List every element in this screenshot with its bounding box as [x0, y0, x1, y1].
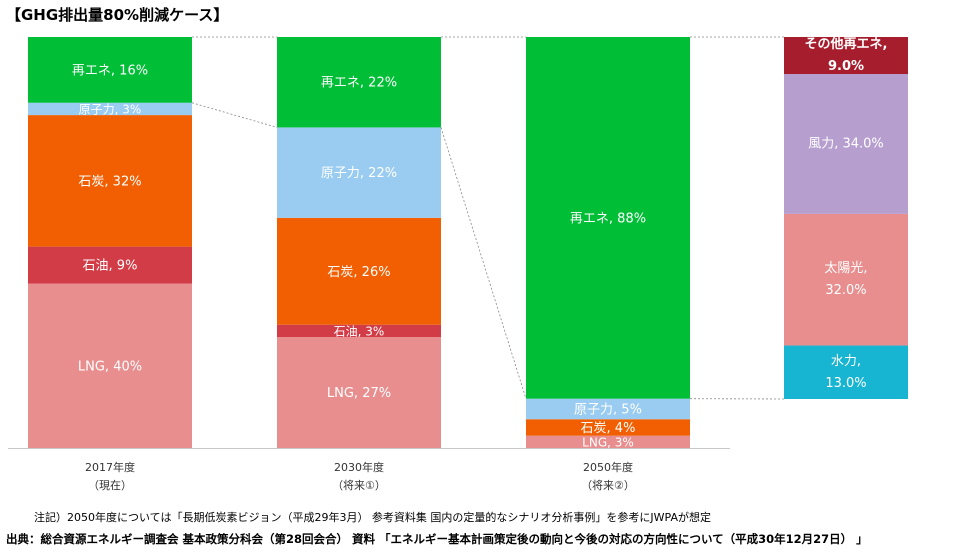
bar-segment-label: 原子力, 22% [321, 166, 397, 181]
bar-segment-label: LNG, 27% [327, 386, 391, 401]
bar-segment-label: 石炭, 26% [327, 265, 390, 280]
bar-segment-label: 再エネ, 22% [321, 76, 397, 91]
breakdown-label: 太陽光, [824, 261, 867, 276]
bar-segment-1-4 [28, 102, 192, 116]
x-tick-label: （現在） [88, 479, 132, 492]
x-tick-label: （将来①） [332, 479, 386, 492]
breakdown-segment-1 [784, 345, 908, 399]
bar-segment-1-2 [28, 246, 192, 284]
breakdown-value: 9.0% [828, 59, 864, 74]
bar-segment-1-5 [28, 37, 192, 103]
connector-line [440, 127, 527, 399]
bar-segment-1-3 [28, 115, 192, 247]
bar-segment-3-3 [526, 398, 690, 420]
bar-segment-label: 再エネ, 16% [72, 63, 148, 78]
breakdown-segment-3 [784, 74, 908, 214]
bar-segment-2-1 [277, 337, 441, 448]
footnote: 注記）2050年度については「長期低炭素ビジョン（平成29年3月） 参考資料集 … [34, 511, 712, 524]
chart-title: 【GHG排出量80%削減ケース】 [6, 6, 229, 24]
bar-segment-2-4 [277, 127, 441, 218]
breakdown-label: 水力, [831, 354, 861, 369]
bar-segment-2-5 [277, 37, 441, 128]
bar-segment-label: 再エネ, 88% [570, 211, 646, 226]
bar-segment-2-3 [277, 217, 441, 325]
bar-segment-3-2 [526, 419, 690, 436]
bar-segment-label: 石炭, 4% [581, 421, 636, 436]
bar-segment-3-4 [526, 37, 690, 399]
bar-segment-1-1 [28, 283, 192, 448]
x-tick-label: 2050年度 [583, 460, 633, 474]
breakdown-segment-2 [784, 213, 908, 346]
x-tick-label: 2017年度 [85, 460, 135, 474]
bar-segment-label: 石油, 3% [334, 324, 385, 338]
bar-segment-label: 原子力, 3% [79, 102, 142, 116]
bar-segment-label: 原子力, 5% [574, 402, 642, 417]
breakdown-segment-4 [784, 37, 908, 75]
bar-segment-label: LNG, 3% [582, 435, 634, 449]
bar-segment-label: LNG, 40% [78, 359, 142, 374]
connector-line [191, 102, 278, 128]
x-tick-label: （将来②） [581, 479, 635, 492]
breakdown-value: 13.0% [825, 376, 866, 391]
bar-segment-3-1 [526, 435, 690, 448]
bar-segment-label: 石油, 9% [83, 259, 138, 274]
breakdown-label: 風力, 34.0% [808, 136, 884, 151]
breakdown-label: その他再エネ, [805, 36, 888, 52]
source-citation: 出典：総合資源エネルギー調査会 基本政策分科会（第28回会合） 資料 「エネルギ… [6, 532, 868, 546]
x-tick-label: 2030年度 [334, 460, 384, 474]
breakdown-value: 32.0% [825, 283, 866, 298]
bar-segment-label: 石炭, 32% [78, 174, 141, 189]
bar-segment-2-2 [277, 324, 441, 338]
